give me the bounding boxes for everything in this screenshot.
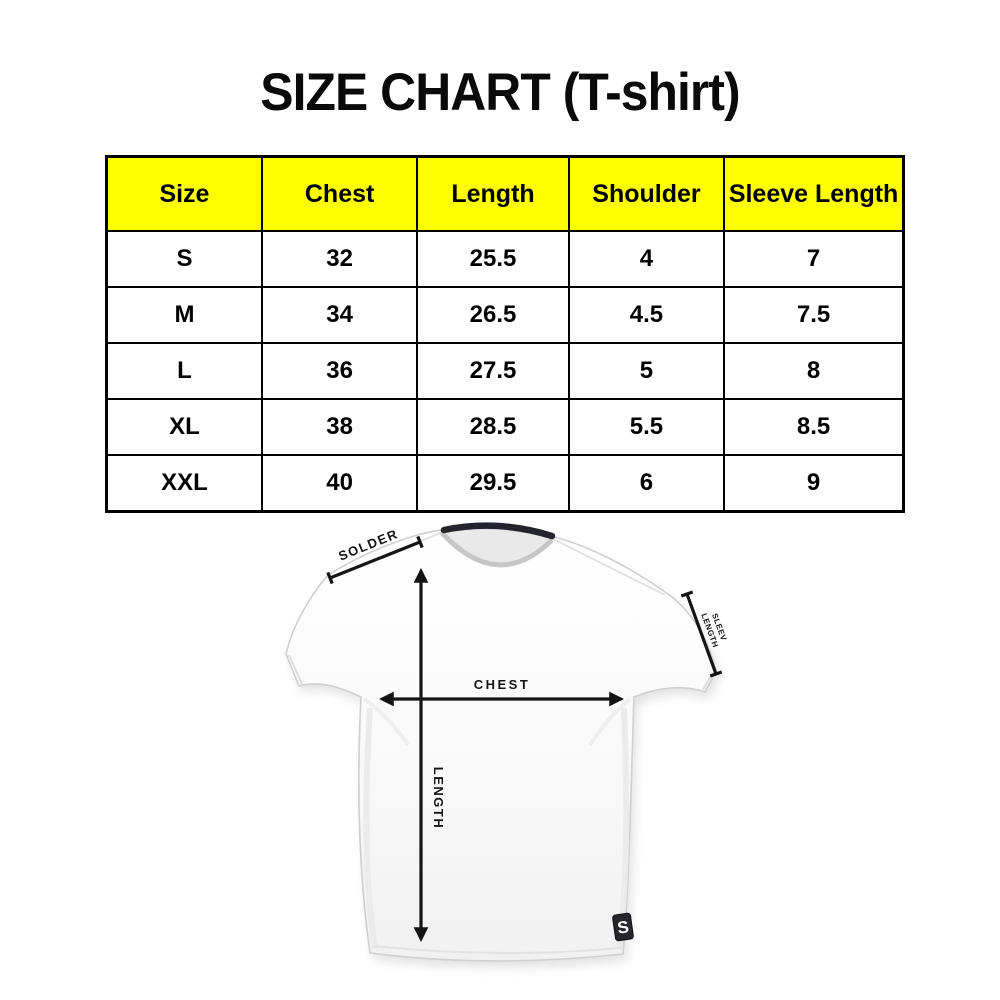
cell-length: 27.5 (416, 342, 570, 400)
cell-shoulder: 4 (567, 230, 726, 288)
cell-size: L (105, 342, 263, 400)
cell-sleeve-length: 7.5 (723, 286, 905, 344)
cell-shoulder: 6 (567, 454, 726, 513)
cell-length: 26.5 (416, 286, 570, 344)
table-header-row: Size Chest Length Shoulder Sleeve Length (105, 155, 905, 232)
sleeve-length-arrow (680, 590, 723, 678)
cell-chest: 34 (260, 286, 419, 344)
table-row: XXL 40 29.5 6 9 (105, 454, 905, 513)
cell-length: 25.5 (416, 230, 570, 288)
size-chart-table: Size Chest Length Shoulder Sleeve Length… (105, 155, 905, 513)
cell-chest: 40 (260, 454, 419, 513)
tshirt-graphic: S (285, 522, 717, 962)
cell-chest: 32 (260, 230, 419, 288)
page-title-text: SIZE CHART (T-shirt) (260, 63, 740, 122)
cell-sleeve-length: 8 (723, 342, 905, 400)
length-measure-label: LENGTH (431, 767, 446, 829)
cell-length: 28.5 (416, 398, 570, 456)
shoulder-arrow (326, 535, 424, 585)
brand-logo-letter: S (616, 917, 630, 937)
measurement-arrows (326, 535, 723, 942)
chest-measure-label: CHEST (474, 677, 531, 692)
column-header-size: Size (105, 155, 263, 232)
table-row: L 36 27.5 5 8 (105, 342, 905, 400)
cell-chest: 36 (260, 342, 419, 400)
table-row: M 34 26.5 4.5 7.5 (105, 286, 905, 344)
cell-shoulder: 5 (567, 342, 726, 400)
column-header-sleeve-length: Sleeve Length (723, 155, 905, 232)
table-row: S 32 25.5 4 7 (105, 230, 905, 288)
cell-size: XXL (105, 454, 263, 513)
column-header-length: Length (416, 155, 570, 232)
cell-chest: 38 (260, 398, 419, 456)
column-header-shoulder: Shoulder (567, 155, 726, 232)
cell-size: M (105, 286, 263, 344)
cell-sleeve-length: 7 (723, 230, 905, 288)
cell-sleeve-length: 9 (723, 454, 905, 513)
column-header-chest: Chest (260, 155, 419, 232)
brand-logo-tag: S (612, 912, 634, 942)
collar (440, 522, 556, 568)
cell-size: S (105, 230, 263, 288)
tshirt-measurement-diagram: S SOLDER SLEEV (285, 522, 728, 968)
cell-sleeve-length: 8.5 (723, 398, 905, 456)
cell-size: XL (105, 398, 263, 456)
page-title: SIZE CHART (T-shirt) (0, 62, 1000, 123)
cell-length: 29.5 (416, 454, 570, 513)
cell-shoulder: 4.5 (567, 286, 726, 344)
cell-shoulder: 5.5 (567, 398, 726, 456)
table-row: XL 38 28.5 5.5 8.5 (105, 398, 905, 456)
